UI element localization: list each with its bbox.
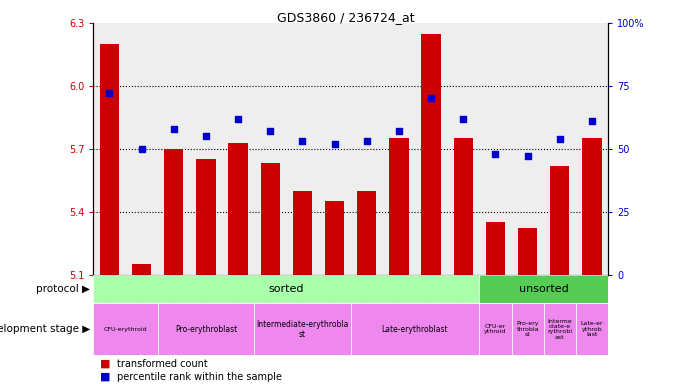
Point xyxy=(136,146,147,152)
Bar xyxy=(325,201,344,275)
Point xyxy=(265,128,276,134)
Bar xyxy=(261,164,280,275)
Bar xyxy=(164,149,183,275)
Bar xyxy=(454,138,473,275)
Text: sorted: sorted xyxy=(269,284,304,294)
Bar xyxy=(196,159,216,275)
Text: ■: ■ xyxy=(100,359,114,369)
Text: CFU-erythroid: CFU-erythroid xyxy=(104,327,147,332)
Text: CFU-er
ythroid: CFU-er ythroid xyxy=(484,324,507,334)
Bar xyxy=(518,228,538,275)
Bar xyxy=(389,138,408,275)
Point xyxy=(168,126,179,132)
Point xyxy=(457,116,468,122)
Bar xyxy=(132,264,151,275)
Bar xyxy=(583,138,602,275)
Point xyxy=(554,136,565,142)
Point xyxy=(426,95,437,101)
Text: Late-er
ythrob
last: Late-er ythrob last xyxy=(580,321,603,337)
Point xyxy=(329,141,340,147)
Text: development stage ▶: development stage ▶ xyxy=(0,324,90,334)
Point xyxy=(522,153,533,159)
Bar xyxy=(293,191,312,275)
Point xyxy=(200,133,211,139)
Bar xyxy=(100,44,119,275)
Bar xyxy=(357,191,377,275)
Text: transformed count: transformed count xyxy=(117,359,208,369)
Text: Pro-erythroblast: Pro-erythroblast xyxy=(175,325,237,334)
Point xyxy=(233,116,244,122)
Text: protocol ▶: protocol ▶ xyxy=(36,284,90,294)
Point xyxy=(490,151,501,157)
Bar xyxy=(422,33,441,275)
Point xyxy=(104,90,115,96)
Text: unsorted: unsorted xyxy=(519,284,569,294)
Point xyxy=(297,138,308,144)
Text: percentile rank within the sample: percentile rank within the sample xyxy=(117,372,283,382)
Bar xyxy=(486,222,505,275)
Bar xyxy=(93,275,480,303)
Text: Intermediate-erythrobla
st: Intermediate-erythrobla st xyxy=(256,320,348,339)
Bar xyxy=(576,303,608,355)
Text: ■: ■ xyxy=(100,372,114,382)
Bar xyxy=(511,303,544,355)
Bar xyxy=(93,303,158,355)
Bar xyxy=(550,166,569,275)
Point xyxy=(361,138,372,144)
Point xyxy=(393,128,404,134)
Text: GDS3860 / 236724_at: GDS3860 / 236724_at xyxy=(276,12,415,25)
Text: Late-erythroblast: Late-erythroblast xyxy=(381,325,448,334)
Bar xyxy=(480,275,608,303)
Point xyxy=(587,118,598,124)
Text: Interme
diate-e
rythrobl
ast: Interme diate-e rythrobl ast xyxy=(547,319,572,340)
Bar xyxy=(254,303,351,355)
Text: Pro-ery
throbla
st: Pro-ery throbla st xyxy=(516,321,539,337)
Bar xyxy=(229,142,248,275)
Bar xyxy=(544,303,576,355)
Bar xyxy=(158,303,254,355)
Bar xyxy=(351,303,480,355)
Bar xyxy=(480,303,511,355)
